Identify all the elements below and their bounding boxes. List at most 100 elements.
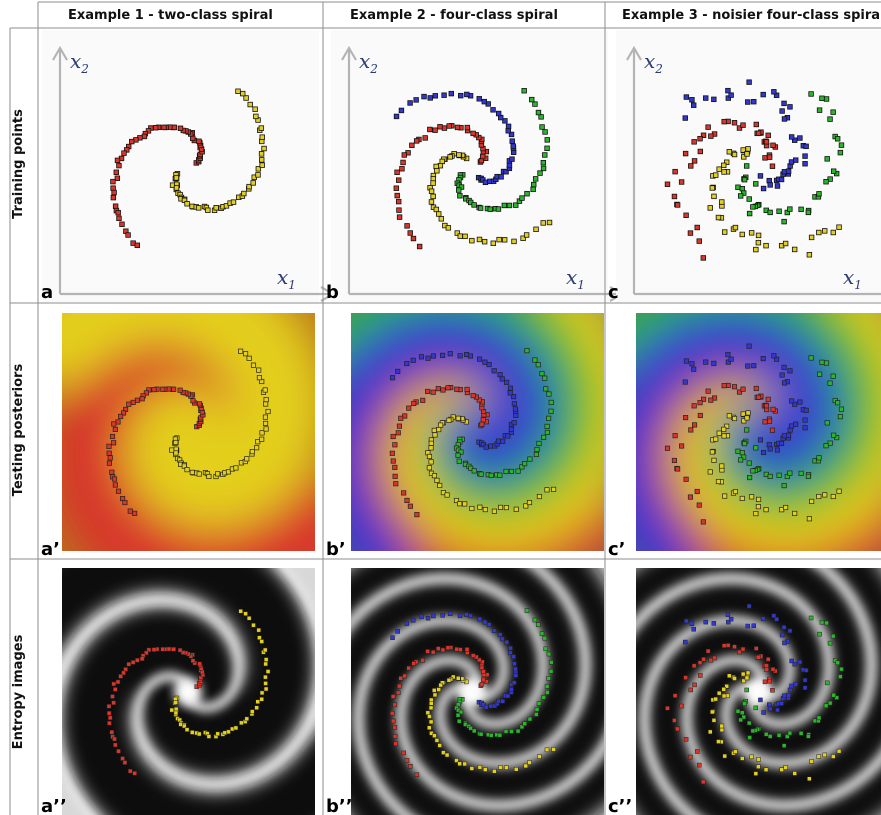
training-point (711, 193, 717, 200)
test-point (774, 447, 781, 453)
entropy-point (741, 678, 747, 684)
test-point (389, 375, 396, 381)
panel-label-a-prime: a’ (41, 539, 60, 560)
training-point (793, 157, 799, 163)
test-point (823, 360, 830, 366)
entropy-point (692, 682, 697, 688)
training-point (413, 97, 419, 103)
entropy-point (544, 684, 550, 689)
entropy-point (392, 725, 398, 730)
entropy-point (477, 764, 483, 770)
test-point (744, 415, 750, 421)
test-point (414, 512, 420, 518)
training-point (116, 215, 122, 222)
test-point (691, 366, 697, 372)
training-point (436, 211, 442, 217)
test-point (453, 497, 460, 504)
training-point (125, 232, 131, 238)
entropy-point (257, 635, 262, 640)
training-point (393, 185, 400, 191)
row-titles: Training points Testing posteriors Entro… (11, 109, 26, 749)
entropy-point (113, 742, 118, 748)
entropy-point (429, 731, 434, 736)
training-point (705, 124, 711, 130)
entropy-panel-1 (62, 568, 315, 815)
test-point (259, 430, 265, 436)
entropy-point (758, 697, 763, 703)
test-point (761, 449, 767, 456)
training-point (480, 153, 486, 160)
test-point (753, 385, 759, 392)
entropy-point (120, 756, 125, 761)
test-point (827, 440, 833, 446)
entropy-point (740, 710, 745, 715)
training-point (816, 229, 822, 236)
entropy-point (733, 749, 738, 754)
training-point (725, 87, 731, 94)
test-point (500, 438, 506, 444)
entropy-point (420, 658, 425, 663)
test-point (696, 502, 702, 508)
training-point (241, 190, 247, 197)
test-point (196, 471, 202, 477)
entropy-point (767, 678, 772, 684)
test-point (111, 421, 117, 427)
test-point (721, 433, 727, 439)
test-point (784, 473, 790, 480)
training-point (505, 128, 511, 134)
test-point (792, 510, 798, 516)
training-point (416, 243, 423, 250)
training-point (678, 179, 685, 185)
test-point (705, 388, 711, 394)
entropy-point (683, 675, 688, 680)
test-point (524, 348, 530, 354)
entropy-point (721, 643, 727, 648)
panel-label-c-double-prime: c’’ (608, 796, 632, 815)
training-point (476, 236, 483, 243)
entropy-point (760, 616, 766, 621)
test-point (672, 433, 678, 439)
test-point (398, 415, 404, 421)
entropy-point (499, 636, 505, 642)
test-point (111, 440, 117, 446)
training-point (711, 96, 717, 103)
entropy-point (770, 687, 775, 693)
test-point (112, 426, 118, 433)
training-point (258, 151, 265, 157)
training-point (495, 110, 502, 117)
entropy-point (509, 729, 514, 734)
training-point (767, 182, 773, 188)
test-point (505, 433, 511, 439)
test-point (122, 499, 128, 506)
test-point (130, 399, 136, 405)
test-point (819, 359, 825, 365)
test-point (395, 368, 401, 374)
training-point (161, 124, 167, 131)
test-point (431, 427, 437, 433)
training-point (400, 159, 406, 166)
entropy-point (761, 710, 766, 715)
training-point (753, 246, 759, 253)
entropy-point (824, 680, 830, 686)
entropy-point (824, 620, 829, 626)
panel-label-b-prime: b’ (326, 539, 346, 560)
test-point (816, 455, 822, 461)
test-point (697, 412, 703, 419)
training-point (716, 166, 722, 172)
entropy-point (719, 723, 725, 729)
training-point (509, 138, 515, 144)
test-point (725, 359, 731, 365)
training-point (770, 142, 776, 149)
training-point (721, 162, 727, 169)
test-point (797, 399, 803, 405)
entropy-point (107, 720, 112, 726)
test-point (435, 386, 441, 392)
test-point (542, 375, 548, 381)
training-point (111, 189, 117, 196)
test-point (536, 493, 542, 500)
test-point (171, 386, 177, 392)
entropy-point (527, 716, 533, 722)
test-point (440, 387, 446, 393)
entropy-point (534, 707, 540, 712)
entropy-point (200, 669, 205, 675)
